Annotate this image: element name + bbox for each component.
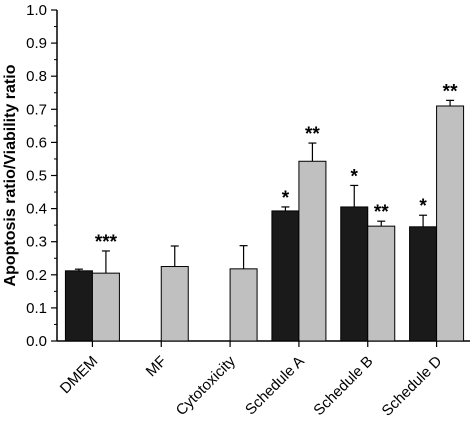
y-tick-label: 0.0 <box>26 333 47 350</box>
y-tick-label: 0.6 <box>26 134 47 151</box>
significance-label: ** <box>443 81 458 102</box>
y-tick-label: 0.5 <box>26 168 47 185</box>
bar <box>409 226 438 342</box>
plot-area: 0.0 0.1 0.2 0.3 0.4 0.5 0.6 0.7 0.8 0.9 1.0 Apoptos… <box>2 2 470 420</box>
bar <box>64 270 93 342</box>
bar <box>160 266 189 342</box>
y-tick-label: 0.1 <box>26 300 47 317</box>
x-tick-label: MF <box>143 353 170 380</box>
significance-label: * <box>282 188 290 209</box>
bar <box>91 272 120 342</box>
significance-label: * <box>419 196 427 217</box>
y-axis-label: Apoptosis ratio/Viability ratio <box>2 64 19 286</box>
bar <box>367 225 396 342</box>
x-tick-label: Schedule A <box>242 353 308 419</box>
bar <box>340 206 369 342</box>
y-tick-label: 0.7 <box>26 101 47 118</box>
bar <box>436 105 465 342</box>
significance-label: ** <box>305 124 320 145</box>
significance-label: * <box>351 166 359 187</box>
significance-label: *** <box>95 232 118 253</box>
x-tick-label: Schedule D <box>379 353 446 420</box>
x-tick-label: DMEM <box>57 353 101 397</box>
y-tick-label: 0.4 <box>26 201 47 218</box>
bar <box>229 268 258 342</box>
y-tick-label: 0.3 <box>26 234 47 251</box>
x-tick-label: Cytotoxicity <box>173 352 240 419</box>
y-tick-label: 1.0 <box>26 2 47 19</box>
bar <box>298 160 327 342</box>
x-tick-label: Schedule B <box>310 353 376 419</box>
y-tick-label: 0.2 <box>26 267 47 284</box>
bar <box>271 210 300 342</box>
significance-label: ** <box>374 202 389 223</box>
y-tick-label: 0.8 <box>26 68 47 85</box>
y-tick-label: 0.9 <box>26 35 47 52</box>
